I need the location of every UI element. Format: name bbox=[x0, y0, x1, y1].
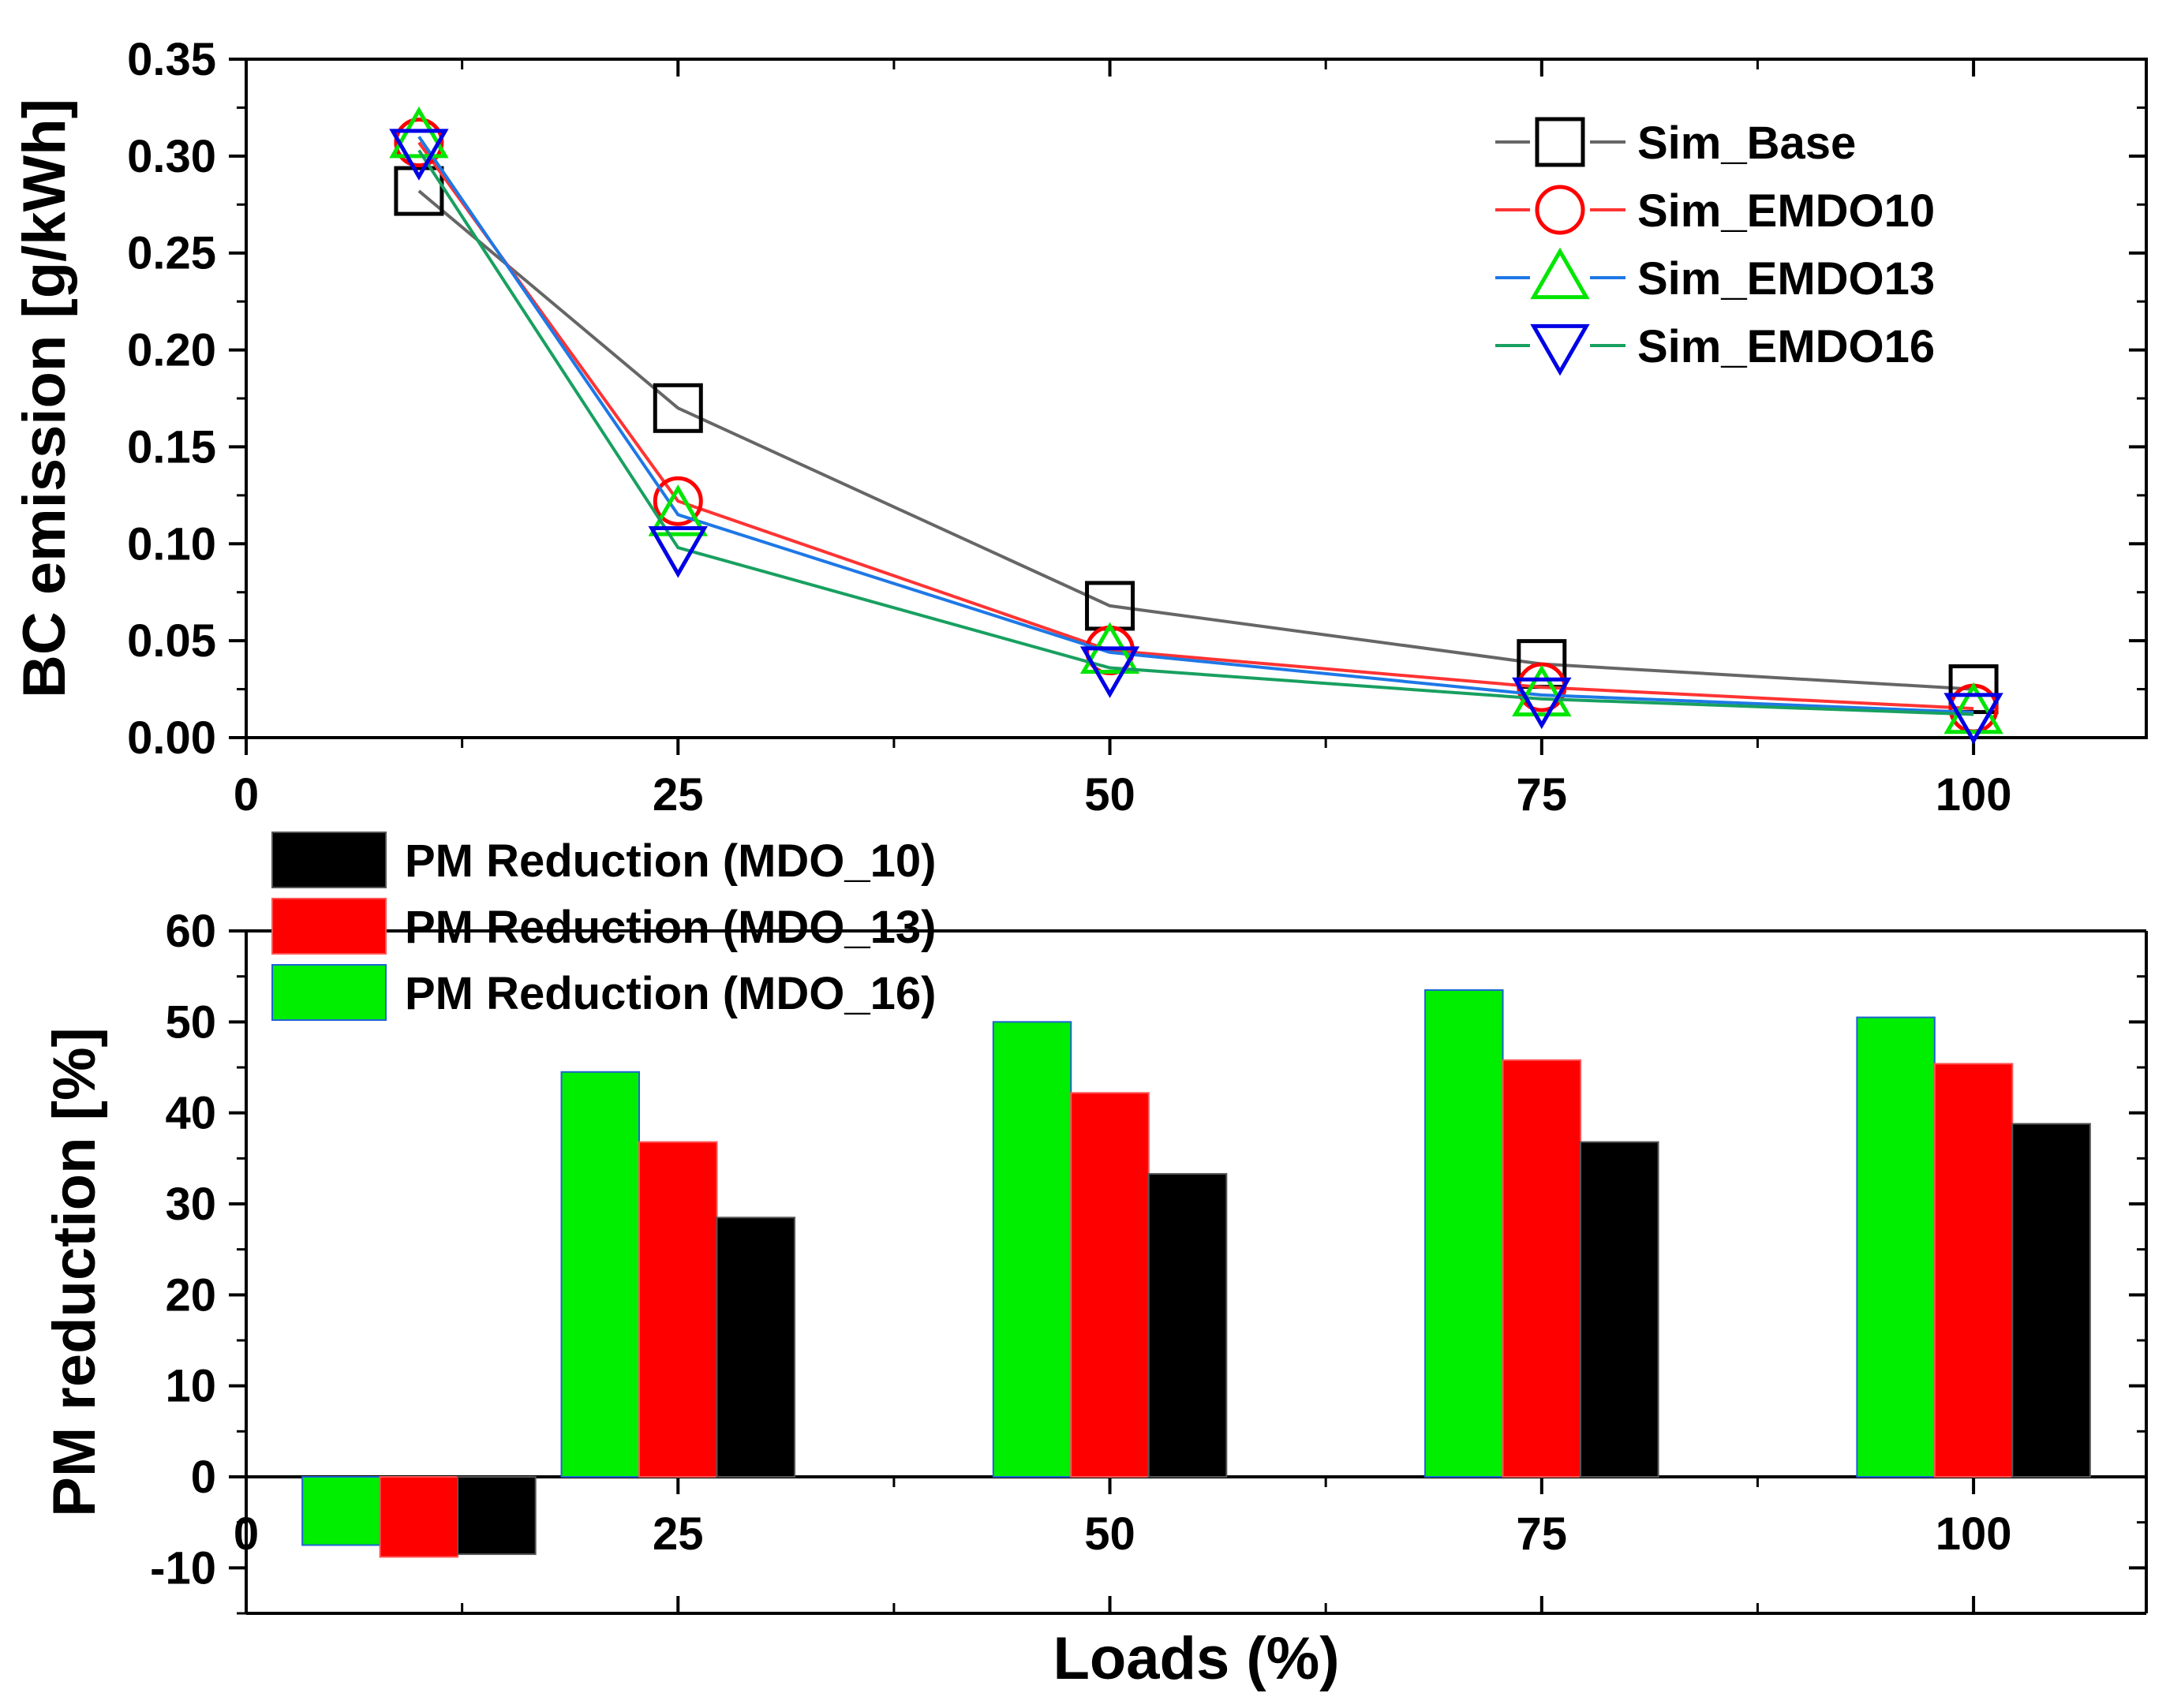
point-sim-emdo10 bbox=[653, 476, 703, 526]
legend-marker-sim-emdo10 bbox=[1535, 185, 1585, 235]
bar-pm-reduction-mdo-16- bbox=[301, 1476, 381, 1546]
legend-marker-sim-base bbox=[1535, 117, 1585, 167]
bottom-y-tick-label: 40 bbox=[165, 1088, 216, 1139]
top-y-tick-label: 0.25 bbox=[127, 228, 216, 279]
bar-pm-reduction-mdo-10- bbox=[2011, 1123, 2091, 1478]
top-y-tick-label: 0.15 bbox=[127, 421, 216, 473]
pm-reduction-bar-chart: -10 0 10 20 30 40 50 60 0 25 50 75 100 PM reduction [… bbox=[41, 832, 2148, 1692]
top-y-axis-title: BC emission [g/kWh] bbox=[11, 99, 78, 698]
point-sim-emdo13 bbox=[1512, 664, 1572, 717]
top-x-tick-label: 25 bbox=[653, 769, 704, 820]
top-y-tick-label: 0.20 bbox=[127, 325, 216, 376]
bar-pm-reduction-mdo-10- bbox=[457, 1476, 537, 1556]
bottom-y-axis-title: PM reduction [%] bbox=[41, 1027, 108, 1517]
line-sim-emdo10 bbox=[417, 141, 1974, 711]
legend-marker-bg bbox=[1530, 183, 1590, 237]
bottom-x-tick-label: 75 bbox=[1517, 1508, 1568, 1560]
point-sim-emdo16 bbox=[1512, 677, 1572, 730]
x-axis-title: Loads (%) bbox=[1053, 1625, 1339, 1692]
legend-label-pm-reduction-mdo-16-: PM Reduction (MDO_16) bbox=[405, 968, 937, 1019]
top-y-tick-label: 0.30 bbox=[127, 131, 216, 182]
legend-label-pm-reduction-mdo-10-: PM Reduction (MDO_10) bbox=[405, 835, 937, 887]
legend-label-pm-reduction-mdo-13-: PM Reduction (MDO_13) bbox=[405, 902, 937, 953]
bar-pm-reduction-mdo-13- bbox=[1502, 1059, 1582, 1478]
point-sim-emdo13 bbox=[648, 484, 708, 536]
bar-pm-reduction-mdo-16- bbox=[1424, 989, 1504, 1478]
bc-emission-line-chart: 0.00 0.05 0.10 0.15 0.20 0.25 0.30 0.35 0 25 50 75 1… bbox=[11, 34, 2148, 820]
top-y-tick-label: 0.35 bbox=[127, 34, 216, 85]
point-sim-emdo10 bbox=[394, 118, 444, 168]
legend-label-sim-emdo13: Sim_EMDO13 bbox=[1637, 253, 1935, 305]
top-x-tick-label: 75 bbox=[1517, 769, 1568, 820]
legend-label-sim-emdo10: Sim_EMDO10 bbox=[1637, 185, 1935, 237]
line-sim-base bbox=[417, 189, 1974, 691]
bottom-y-tick-label: 10 bbox=[165, 1361, 216, 1412]
bottom-x-tick-label: 25 bbox=[653, 1508, 704, 1560]
bottom-y-tick-label: 60 bbox=[165, 906, 216, 957]
legend-label-sim-emdo16: Sim_EMDO16 bbox=[1637, 321, 1935, 372]
bar-pm-reduction-mdo-10- bbox=[1580, 1141, 1659, 1478]
top-x-tick-label: 0 bbox=[234, 769, 259, 820]
point-sim-emdo13 bbox=[389, 106, 449, 159]
bottom-y-tick-label: 50 bbox=[165, 996, 216, 1048]
bar-pm-reduction-mdo-10- bbox=[716, 1217, 796, 1478]
legend-marker-sim-emdo16 bbox=[1530, 323, 1590, 376]
top-x-tick-label: 100 bbox=[1936, 769, 2012, 820]
bottom-y-tick-label: 0 bbox=[191, 1452, 216, 1503]
bottom-x-tick-label: 100 bbox=[1936, 1508, 2012, 1560]
top-x-tick-label: 50 bbox=[1084, 769, 1135, 820]
point-sim-emdo16 bbox=[389, 129, 449, 181]
legend-label-sim-base: Sim_Base bbox=[1637, 118, 1856, 169]
bottom-x-tick-label: 50 bbox=[1084, 1508, 1135, 1560]
bar-pm-reduction-mdo-10- bbox=[1147, 1172, 1228, 1478]
top-y-tick-label: 0.10 bbox=[127, 518, 216, 570]
point-sim-base bbox=[653, 383, 703, 433]
line-sim-emdo16 bbox=[417, 149, 1974, 716]
bar-pm-reduction-mdo-16- bbox=[992, 1021, 1072, 1478]
top-y-tick-label: 0.05 bbox=[127, 615, 216, 667]
line-sim-emdo13 bbox=[417, 136, 1974, 715]
bottom-x-tick-label: 0 bbox=[234, 1508, 259, 1560]
bar-pm-reduction-mdo-16- bbox=[560, 1071, 641, 1478]
bar-pm-reduction-mdo-13- bbox=[1070, 1092, 1150, 1478]
bottom-y-tick-label: 30 bbox=[165, 1179, 216, 1230]
legend-marker-bg bbox=[1530, 115, 1590, 169]
bar-pm-reduction-mdo-16- bbox=[1856, 1016, 1936, 1478]
legend-swatch-pm-reduction-mdo-16- bbox=[271, 964, 387, 1021]
point-sim-emdo16 bbox=[1943, 693, 2003, 745]
bar-pm-reduction-mdo-13- bbox=[1933, 1063, 2014, 1478]
bottom-y-tick-label: 20 bbox=[165, 1269, 216, 1321]
bar-pm-reduction-mdo-13- bbox=[638, 1141, 718, 1478]
bottom-y-tick-label: -10 bbox=[150, 1542, 216, 1594]
point-sim-emdo16 bbox=[648, 526, 708, 578]
legend-swatch-pm-reduction-mdo-10- bbox=[271, 832, 387, 888]
point-sim-emdo13 bbox=[1943, 682, 2003, 734]
point-sim-base bbox=[394, 166, 444, 216]
top-y-tick-label: 0.00 bbox=[127, 712, 216, 764]
legend-swatch-pm-reduction-mdo-13- bbox=[271, 898, 387, 955]
legend-marker-sim-emdo13 bbox=[1530, 247, 1590, 300]
point-sim-emdo16 bbox=[1079, 646, 1140, 698]
bar-pm-reduction-mdo-13- bbox=[379, 1476, 459, 1558]
